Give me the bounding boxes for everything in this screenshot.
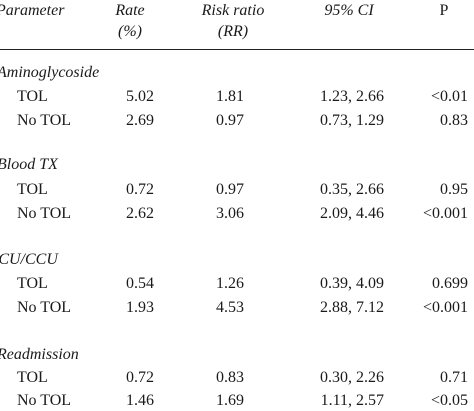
rate-value: 1.93 (126, 299, 154, 316)
row-label: No TOL (17, 299, 72, 316)
row-label: No TOL (17, 205, 72, 222)
rate-value: 5.02 (126, 88, 154, 105)
p-value: 0.71 (440, 369, 468, 386)
ci-value: 2.88, 7.12 (320, 299, 384, 316)
header-parameter: Parameter (0, 2, 65, 19)
risk-ratio-value: 0.97 (216, 112, 244, 129)
risk-ratio-value: 0.83 (216, 369, 244, 386)
risk-ratio-value: 0.97 (216, 181, 244, 198)
p-value: 0.95 (440, 181, 468, 198)
header-risk-ratio-unit: (RR) (217, 23, 249, 40)
p-value: <0.05 (430, 392, 468, 409)
p-value: 0.699 (432, 275, 468, 292)
risk-ratio-value: 1.81 (216, 88, 244, 105)
p-value: <0.001 (422, 299, 468, 316)
group-heading: Blood TX (0, 156, 58, 173)
row-label: No TOL (17, 392, 72, 409)
rate-value: 1.46 (126, 392, 154, 409)
ci-value: 0.39, 4.09 (320, 275, 384, 292)
ci-value: 2.09, 4.46 (320, 205, 384, 222)
rate-value: 0.72 (126, 369, 154, 386)
ci-value: 1.23, 2.66 (320, 88, 384, 105)
p-value: <0.01 (430, 88, 468, 105)
ci-value: 0.73, 1.29 (320, 112, 384, 129)
header-risk-ratio: Risk ratio (201, 2, 265, 19)
ci-value: 1.11, 2.57 (320, 392, 384, 409)
ci-value: 0.35, 2.66 (320, 181, 384, 198)
header-p: P (439, 2, 449, 19)
header-ci: 95% CI (324, 2, 374, 19)
risk-ratio-value: 4.53 (216, 299, 244, 316)
group-heading: Aminoglycoside (0, 64, 100, 81)
header-divider (0, 49, 474, 50)
p-value: 0.83 (440, 112, 468, 129)
p-value: <0.001 (422, 205, 468, 222)
rate-value: 0.72 (126, 181, 154, 198)
rate-value: 0.54 (126, 275, 154, 292)
ci-value: 0.30, 2.26 (320, 369, 384, 386)
risk-ratio-value: 1.26 (216, 275, 244, 292)
row-label: TOL (17, 181, 48, 198)
rate-value: 2.62 (126, 205, 154, 222)
row-label: TOL (17, 88, 48, 105)
row-label: TOL (17, 369, 48, 386)
header-rate: Rate (115, 2, 145, 19)
group-heading: Readmission (0, 346, 79, 363)
risk-ratio-value: 1.69 (216, 392, 244, 409)
group-heading: ICU/CCU (0, 251, 58, 268)
rate-value: 2.69 (126, 112, 154, 129)
row-label: No TOL (17, 112, 72, 129)
row-label: TOL (17, 275, 48, 292)
risk-ratio-value: 3.06 (216, 205, 244, 222)
header-rate-unit: (%) (118, 23, 142, 40)
